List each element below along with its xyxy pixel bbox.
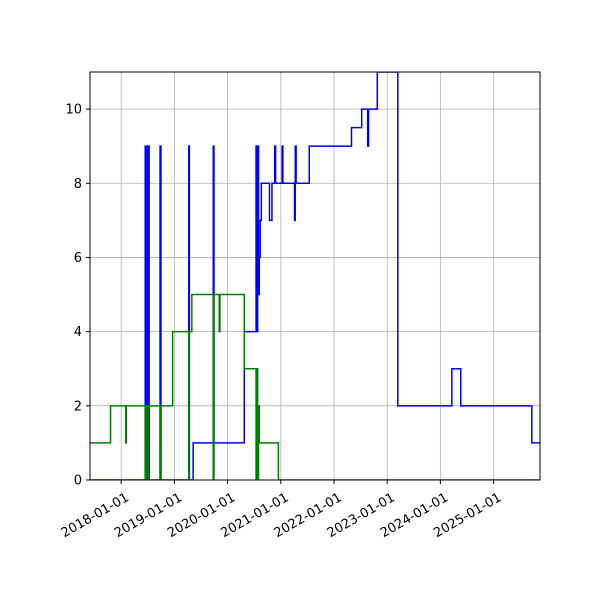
series-line-1 <box>90 72 540 480</box>
x-axis: 2018-01-012019-01-012020-01-012021-01-01… <box>59 480 504 541</box>
grid-layer <box>90 72 540 481</box>
y-tick-label: 10 <box>65 103 82 118</box>
y-tick-label: 0 <box>74 474 82 489</box>
y-tick-label: 8 <box>74 177 82 192</box>
y-tick-label: 4 <box>74 325 82 340</box>
y-axis: 0 2 4 6 8 10 <box>65 103 90 489</box>
series-layer <box>90 72 540 480</box>
plot-frame <box>89 71 541 481</box>
y-tick-label: 6 <box>74 251 82 266</box>
y-tick-label: 2 <box>74 399 82 414</box>
series-line-2 <box>90 293 540 480</box>
